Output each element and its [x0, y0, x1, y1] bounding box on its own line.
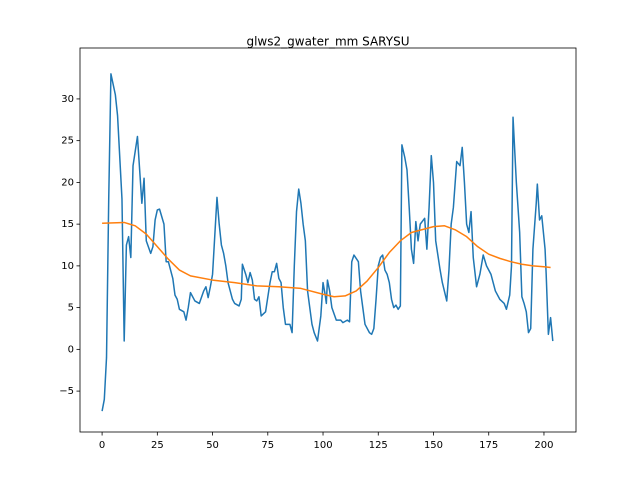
- x-tick-label: 50: [206, 440, 219, 451]
- x-tick-label: 175: [479, 440, 498, 451]
- data-line: [101, 73, 554, 412]
- x-tick-label: 75: [261, 440, 274, 451]
- x-tick-label: 125: [369, 440, 388, 451]
- plot-area: [101, 73, 554, 412]
- x-tick-label: 0: [99, 440, 105, 451]
- y-tick-label: 15: [61, 219, 74, 230]
- data-line: [102, 221, 551, 298]
- y-tick-label: 5: [68, 303, 74, 314]
- y-tick-label: 25: [61, 136, 74, 147]
- x-tick-label: 150: [424, 440, 443, 451]
- y-tick-label: 0: [68, 344, 74, 355]
- x-tick-label: 100: [313, 440, 332, 451]
- y-tick-label: 10: [61, 261, 74, 272]
- axes-frame: [79, 47, 577, 433]
- y-tick-label: −5: [59, 386, 74, 397]
- y-tick-label: 30: [61, 94, 74, 105]
- x-tick-label: 200: [534, 440, 553, 451]
- chart-title: glws2_gwater_mm SARYSU: [246, 35, 409, 49]
- y-tick-label: 20: [61, 177, 74, 188]
- x-tick-label: 25: [151, 440, 164, 451]
